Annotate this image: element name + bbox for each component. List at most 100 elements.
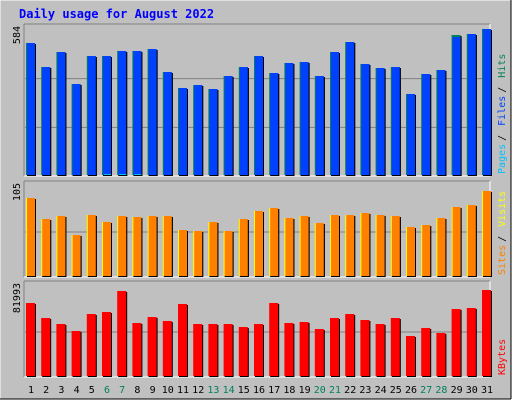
bar-fill (375, 324, 385, 376)
x-axis-day-label: 2 (43, 385, 49, 396)
x-axis-day-label: 15 (238, 385, 250, 396)
x-axis-day-label: 7 (119, 385, 125, 396)
top-panel-files-bar (103, 56, 112, 176)
middle-panel-sites-bar (87, 215, 97, 277)
bottom-panel-kbytes-bar (86, 314, 97, 377)
x-axis-day-label: 18 (283, 385, 295, 396)
legend-pages: Pages (497, 144, 508, 174)
middle-panel-sites-bar (179, 230, 188, 277)
bar-fill (163, 216, 172, 276)
bottom-panel-kbytes-bar (117, 291, 128, 377)
bar-fill (133, 51, 142, 175)
x-axis-day-label: 21 (329, 385, 341, 396)
bar-fill (42, 219, 51, 276)
middle-panel-sites-bar (361, 213, 371, 277)
top-panel-files-bar (57, 52, 67, 176)
bar-fill (483, 29, 491, 175)
bar-fill (436, 333, 446, 376)
middle-panel-sites-bar (224, 231, 234, 277)
bar-fill (57, 52, 66, 175)
legend-separator: / (497, 135, 508, 141)
top-panel-files-bar (194, 85, 204, 176)
x-axis-day-label: 4 (74, 385, 80, 396)
middle-panel: 105 Sites / Visits (12, 180, 508, 278)
top-panel-files-bar (391, 67, 401, 176)
bar-fill (239, 219, 248, 276)
bar-fill (208, 324, 218, 376)
legend-visits: Visits (497, 191, 508, 227)
bar-fill (376, 68, 385, 175)
bottom-panel-kbytes-bar (223, 324, 234, 377)
legend-files: Files (497, 96, 508, 126)
bar-fill (223, 324, 233, 376)
bottom-panel-kbytes-bar (314, 329, 325, 377)
bar-fill (421, 328, 431, 376)
bar-fill (483, 191, 491, 276)
bar-fill (330, 318, 339, 376)
top-panel-files-bar (376, 68, 386, 176)
bottom-panel-kbytes-bar (406, 336, 416, 377)
bar-fill (86, 314, 96, 376)
x-axis-day-label: 6 (104, 385, 110, 396)
legend-separator: / (497, 87, 508, 93)
bar-fill (391, 216, 400, 276)
x-axis-labels: 1 2 3 4 5 6 7 8 9 10 11 12 13 14 15 16 17 18 19 20 21 22 23 24 2… (28, 385, 493, 396)
bar-fill (133, 217, 142, 276)
bottom-panel-kbytes-bar (254, 324, 264, 377)
middle-panel-sites-bar (407, 227, 416, 277)
middle-panel-sites-bar (422, 225, 432, 277)
x-axis-day-label: 16 (253, 385, 265, 396)
x-axis-day-label: 3 (58, 385, 64, 396)
bar-fill (422, 225, 431, 276)
bar-fill (466, 308, 476, 376)
bottom-panel-kbytes-bar (238, 327, 249, 377)
x-axis-day-label: 31 (481, 385, 493, 396)
bar-fill (179, 88, 187, 175)
middle-panel-sites-bar (376, 215, 386, 277)
top-panel-legend: Pages / Files / Hits (497, 54, 508, 174)
bar-fill (178, 304, 187, 376)
middle-panel-sites-bar (194, 231, 204, 277)
top-panel-files-bar (270, 73, 280, 176)
bar-fill (391, 67, 400, 175)
bottom-panel-kbytes-bar (390, 318, 401, 377)
bar-fill (285, 218, 294, 276)
bar-fill (314, 329, 324, 376)
bar-shadow (105, 175, 112, 176)
bar-fill (255, 56, 263, 175)
bar-fill (239, 67, 248, 175)
middle-panel-sites-bar (255, 211, 264, 277)
middle-panel-sites-bar (483, 191, 492, 277)
x-axis-day-label: 19 (299, 385, 311, 396)
bar-fill (148, 216, 157, 276)
top-panel-files-bar (300, 62, 310, 176)
bar-fill (299, 322, 309, 376)
bottom-panel-kbytes-bar (360, 320, 371, 377)
top-panel-files-bar (118, 51, 128, 176)
x-axis-day-label: 10 (162, 385, 174, 396)
bar-fill (270, 73, 279, 175)
top-panel: 584 Pages / Files / Hits (12, 23, 508, 177)
top-panel-files-bar (285, 63, 295, 176)
x-axis-day-label: 13 (207, 385, 219, 396)
bar-fill (72, 235, 81, 276)
middle-panel-legend: Sites / Visits (497, 191, 508, 275)
bottom-panel-kbytes-bar (421, 328, 432, 377)
top-panel-files-bar (42, 67, 52, 176)
bar-fill (71, 331, 81, 376)
bar-fill (361, 213, 370, 276)
bar-fill (300, 62, 309, 175)
x-axis-day-label: 29 (451, 385, 463, 396)
top-panel-ymax-label: 584 (12, 26, 23, 44)
bar-fill (87, 215, 96, 276)
bottom-panel-kbytes-bar (56, 324, 67, 377)
bar-fill (103, 56, 111, 175)
middle-panel-sites-bar (452, 207, 462, 277)
middle-panel-sites-bar (163, 216, 173, 277)
bar-fill (102, 312, 111, 376)
top-panel-files-bar (361, 64, 371, 176)
bottom-panel-kbytes-bar (330, 318, 340, 377)
bar-fill (361, 64, 370, 175)
top-panel-files-bar (437, 70, 447, 176)
